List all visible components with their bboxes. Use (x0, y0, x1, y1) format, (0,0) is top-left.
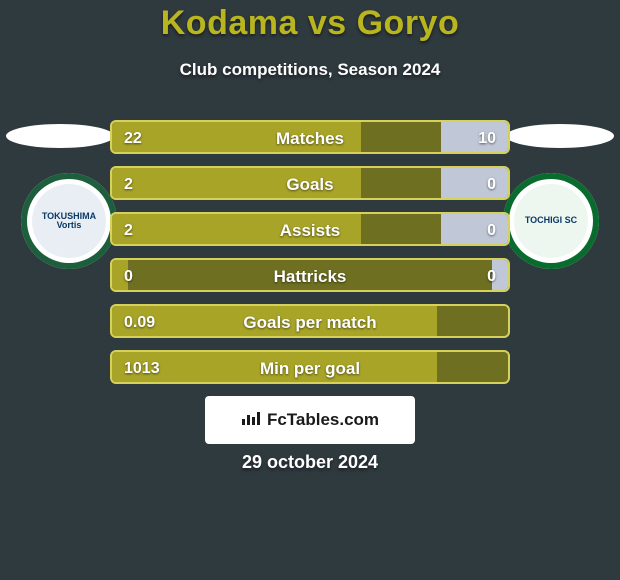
team-badge-right-label: TOCHIGI SC (514, 184, 589, 259)
team-badge-left: TOKUSHIMA Vortis (21, 173, 117, 269)
chart-icon (241, 410, 261, 431)
stat-label: Hattricks (112, 260, 508, 292)
stat-row: 00Hattricks (110, 258, 510, 292)
date: 29 october 2024 (0, 452, 620, 473)
stat-label: Matches (112, 122, 508, 154)
stat-row: 0.09Goals per match (110, 304, 510, 338)
stat-label: Min per goal (112, 352, 508, 384)
stat-row: 2210Matches (110, 120, 510, 154)
subtitle: Club competitions, Season 2024 (0, 60, 620, 80)
stat-label: Assists (112, 214, 508, 246)
stat-row: 20Goals (110, 166, 510, 200)
team-badge-left-label: TOKUSHIMA Vortis (32, 184, 107, 259)
comparison-infographic: Kodama vs Goryo Club competitions, Seaso… (0, 0, 620, 580)
brand-text: FcTables.com (267, 410, 379, 430)
brand-box: FcTables.com (205, 396, 415, 444)
team-badge-right: TOCHIGI SC (503, 173, 599, 269)
stat-row: 20Assists (110, 212, 510, 246)
player-ellipse-right (506, 124, 614, 148)
player-ellipse-left (6, 124, 114, 148)
stat-row: 1013Min per goal (110, 350, 510, 384)
stat-label: Goals (112, 168, 508, 200)
page-title: Kodama vs Goryo (0, 4, 620, 43)
stat-label: Goals per match (112, 306, 508, 338)
stat-bars: 2210Matches 20Goals 20Assists 00Hattricks 0.… (110, 120, 510, 396)
